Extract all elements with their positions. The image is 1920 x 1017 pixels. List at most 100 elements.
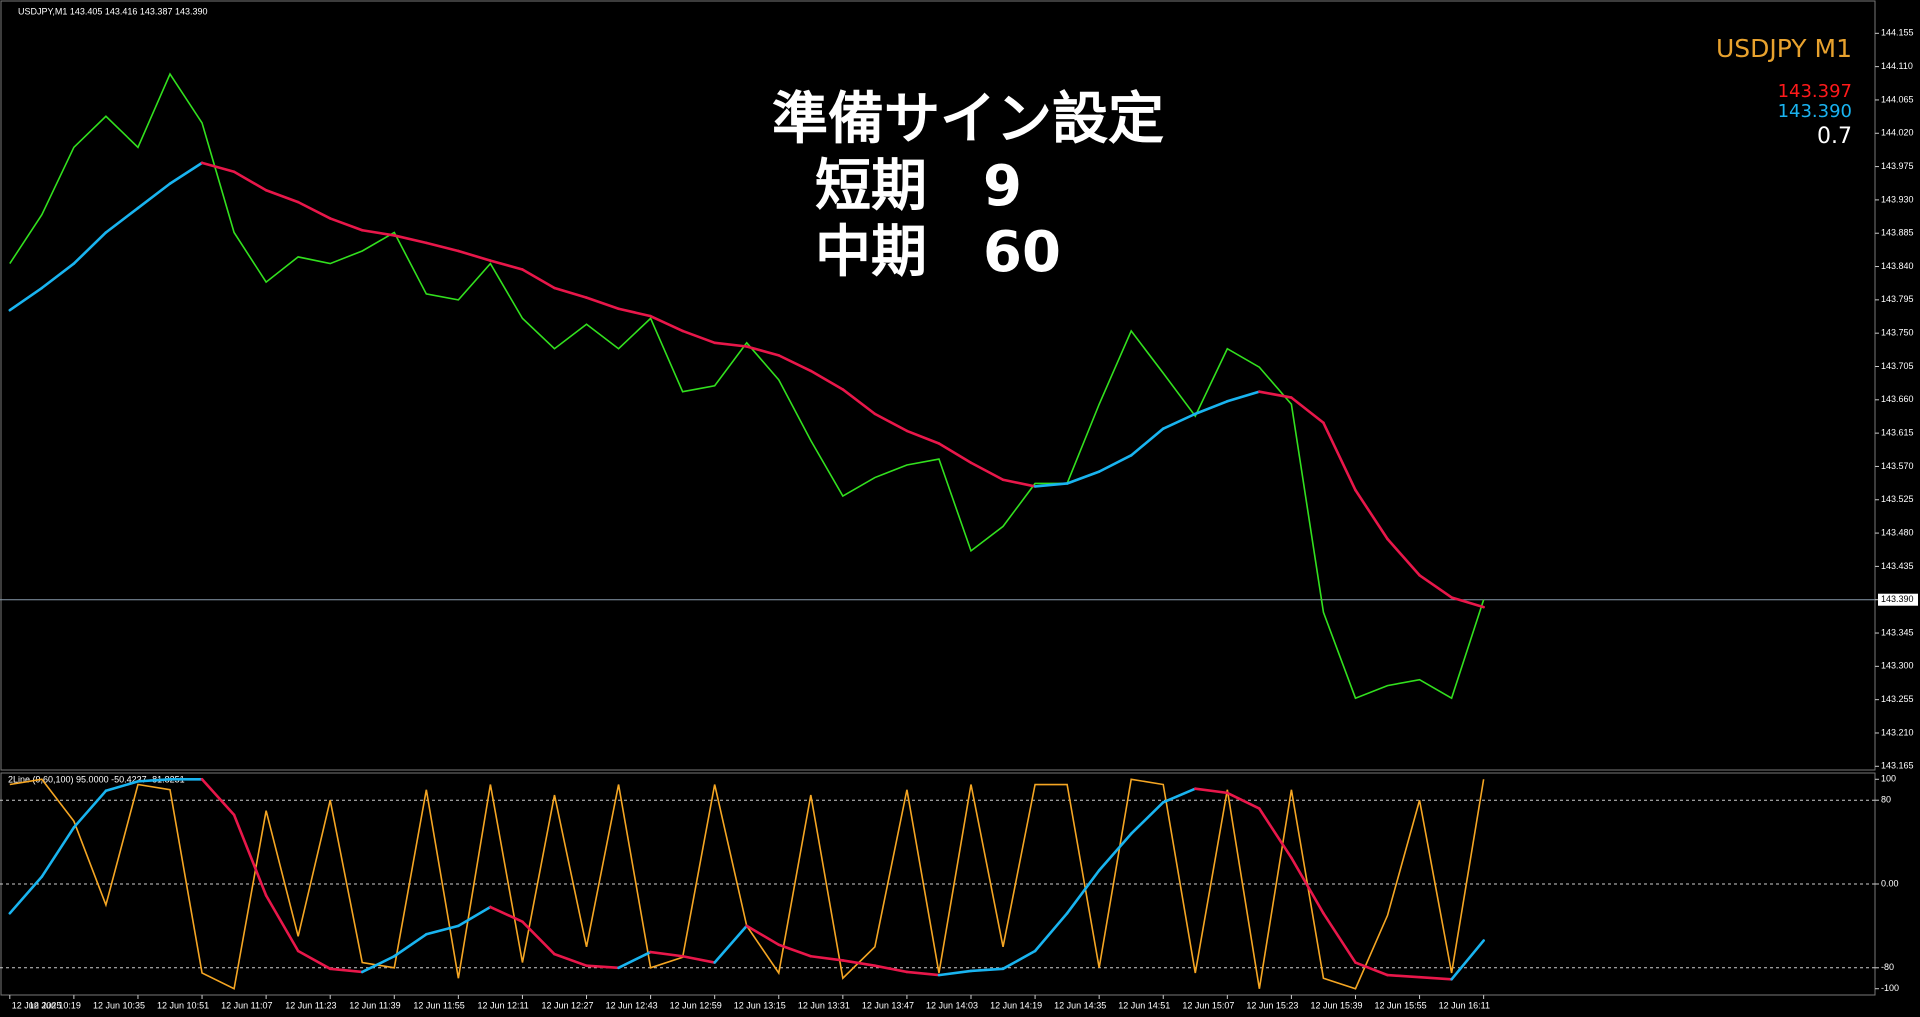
- x-tick-label: 12 Jun 13:31: [798, 1000, 850, 1010]
- y-tick-label: 143.165: [1881, 761, 1914, 771]
- moving-line-segment: [264, 894, 300, 953]
- x-tick-label: 12 Jun 12:59: [670, 1000, 722, 1010]
- x-tick-label: 12 Jun 14:35: [1054, 1000, 1106, 1010]
- moving-line-segment: [200, 161, 236, 174]
- moving-line-segment: [1386, 537, 1421, 577]
- moving-line-segment: [72, 789, 108, 829]
- x-tick-label: 12 Jun 15:23: [1246, 1000, 1298, 1010]
- moving-line-segment: [1258, 807, 1293, 860]
- y-tick-label: 143.750: [1881, 328, 1914, 338]
- info-spread: 0.7: [1817, 124, 1852, 149]
- x-tick-label: 12 Jun 13:15: [734, 1000, 786, 1010]
- moving-line-segment: [681, 954, 716, 964]
- moving-line-segment: [1193, 399, 1229, 416]
- y-tick-label: -80: [1881, 962, 1894, 972]
- moving-line-segment: [617, 307, 652, 318]
- moving-line-segment: [713, 924, 749, 964]
- info-value: 143.397: [1778, 81, 1852, 102]
- moving-line-segment: [521, 268, 556, 290]
- moving-line-segment: [1418, 573, 1453, 599]
- moving-line-segment: [521, 920, 556, 956]
- y-tick-label: 143.255: [1881, 694, 1914, 704]
- moving-line-segment: [937, 442, 973, 465]
- y-tick-label: 143.885: [1881, 228, 1914, 238]
- x-tick-label: 12 Jun 11:23: [285, 1000, 336, 1010]
- x-tick-label: 12 Jun 15:39: [1310, 1000, 1362, 1010]
- moving-line-segment: [969, 461, 1005, 482]
- y-tick-label: 143.525: [1881, 494, 1914, 504]
- x-tick-label: 12 Jun 10:35: [93, 1000, 145, 1010]
- x-tick-label: 12 Jun 14:51: [1118, 1000, 1170, 1010]
- moving-line-segment: [392, 234, 428, 245]
- moving-line-segment: [1418, 975, 1453, 981]
- moving-line-segment: [232, 813, 268, 897]
- moving-line-segment: [1226, 791, 1261, 810]
- moving-line-segment: [1450, 939, 1485, 981]
- moving-line-segment: [232, 170, 268, 192]
- x-tick-label: 12 Jun 14:03: [926, 1000, 978, 1010]
- moving-line-segment: [1386, 973, 1421, 979]
- moving-line-segment: [745, 345, 781, 357]
- moving-line-segment: [168, 161, 204, 185]
- symbol-info: USDJPY,M1 143.405 143.416 143.387 143.39…: [18, 6, 207, 16]
- moving-line-segment: [104, 780, 140, 793]
- moving-line-segment: [425, 924, 460, 936]
- y-tick-label: 143.390: [1881, 594, 1914, 604]
- moving-line-segment: [104, 206, 140, 234]
- moving-line-segment: [1322, 912, 1357, 964]
- x-tick-label: 12 Jun 13:47: [862, 1000, 914, 1010]
- moving-line-segment: [1450, 596, 1485, 609]
- moving-line-segment: [136, 182, 172, 210]
- moving-line-segment: [489, 259, 524, 271]
- x-tick-label: 12 Jun 12:11: [477, 1000, 528, 1010]
- moving-line-segment: [1033, 482, 1069, 488]
- moving-line-segment: [553, 286, 588, 299]
- moving-line-segment: [1290, 396, 1325, 425]
- x-tick-label: 12 Jun 12:27: [542, 1000, 594, 1010]
- moving-line-segment: [777, 943, 813, 958]
- moving-line-segment: [905, 970, 941, 977]
- overlay-title: 準備サイン設定: [772, 87, 1164, 152]
- y-tick-label: 144.110: [1881, 61, 1913, 71]
- y-tick-label: 143.930: [1881, 194, 1914, 204]
- y-tick-label: 143.840: [1881, 261, 1914, 271]
- x-tick-label: 12 Jun 16:11: [1439, 1000, 1490, 1010]
- info-symbol: USDJPY M1: [1716, 34, 1852, 63]
- moving-line-segment: [392, 932, 428, 958]
- x-tick-label: 12 Jun 15:07: [1182, 1000, 1234, 1010]
- indicator-title: 2Line (9,60,100) 95.0000 -50.4237 -81.82…: [8, 774, 185, 784]
- moving-line-segment: [649, 950, 684, 958]
- x-tick-label: 12 Jun 14:19: [990, 1000, 1042, 1010]
- current-price-box: [1878, 593, 1918, 606]
- x-tick-label: 12 Jun 12:43: [606, 1000, 658, 1010]
- moving-line-segment: [425, 241, 460, 253]
- moving-line-segment: [681, 329, 716, 345]
- moving-line-segment: [1065, 470, 1101, 485]
- moving-line-segment: [1322, 421, 1357, 492]
- y-tick-label: 143.795: [1881, 294, 1914, 304]
- moving-line-segment: [296, 949, 332, 971]
- moving-line-segment: [745, 924, 781, 947]
- moving-line-segment: [1193, 787, 1229, 795]
- y-tick-label: 143.975: [1881, 161, 1914, 171]
- moving-line-segment: [1097, 832, 1133, 872]
- moving-line-segment: [841, 388, 877, 416]
- moving-line-segment: [553, 952, 588, 967]
- main-frame: [0, 0, 1876, 771]
- overlay-line: 中期 60: [815, 220, 1061, 285]
- moving-line-segment: [1161, 787, 1197, 804]
- y-tick-label: 143.300: [1881, 661, 1914, 671]
- moving-line-segment: [360, 228, 396, 237]
- moving-line-segment: [489, 905, 524, 923]
- moving-line-segment: [40, 826, 76, 878]
- moving-line-segment: [1001, 478, 1037, 488]
- moving-line-segment: [1258, 390, 1293, 399]
- y-tick-label: 0.00: [1881, 878, 1899, 888]
- moving-line-segment: [296, 200, 332, 220]
- y-tick-label: -100: [1881, 983, 1899, 993]
- info-value: 143.390: [1778, 101, 1852, 122]
- y-tick-label: 143.660: [1881, 394, 1914, 404]
- moving-line-segment: [328, 217, 364, 232]
- moving-line-segment: [937, 969, 973, 977]
- x-tick-label: 12 Jun 10:51: [157, 1000, 209, 1010]
